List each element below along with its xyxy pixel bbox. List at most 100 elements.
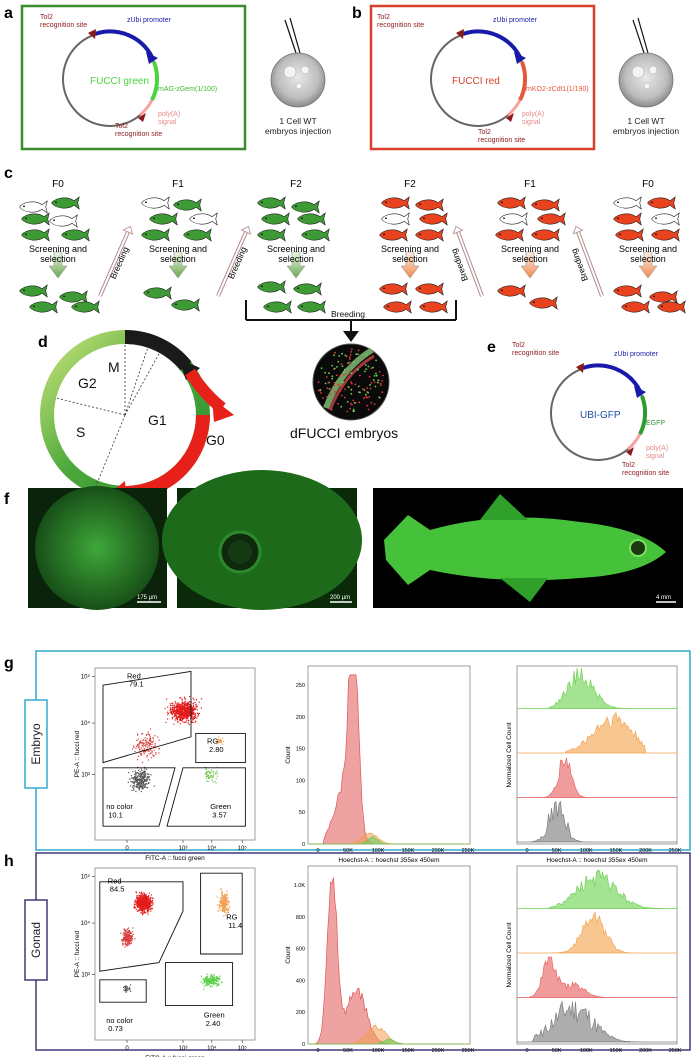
scatter-point (206, 985, 208, 987)
scatter-point (138, 901, 141, 904)
scatter-point (191, 720, 193, 722)
fish-icon (21, 212, 50, 226)
scatter-point (193, 707, 196, 710)
scatter-point (181, 709, 183, 711)
scatter-point (148, 901, 150, 903)
scatter-point (129, 778, 131, 780)
scatter-point (122, 943, 124, 945)
scatter-point (142, 904, 144, 906)
plasmid-fucci-green (62, 29, 160, 127)
scatter-point (225, 909, 227, 911)
gate-label: RG 11.4 (226, 913, 242, 930)
scatter-point (125, 940, 128, 942)
scatter-point (206, 973, 208, 975)
scatter-point (184, 709, 186, 711)
panel-a-frame (20, 4, 247, 151)
scatter-point (218, 907, 220, 909)
scatter-point (216, 985, 218, 987)
scatter-point (191, 721, 193, 723)
scatter-point (130, 935, 132, 937)
scatter-point (180, 697, 182, 699)
scatter-point (218, 979, 220, 981)
scatter-point (148, 892, 150, 894)
scatter-point (225, 908, 227, 910)
scatter-point (151, 751, 153, 753)
scatter-point (146, 911, 148, 913)
scatter-point (181, 718, 183, 720)
scatter-point (130, 942, 132, 944)
scatter-point (150, 904, 152, 906)
scatter-xtick: 0 (125, 1046, 129, 1052)
scatter-point (126, 936, 128, 939)
scatter-point (167, 712, 169, 714)
scatter-point (139, 752, 141, 754)
scatter-point (142, 912, 144, 914)
scatter-point (153, 755, 155, 757)
scatter-point (148, 745, 150, 747)
scatter-point (198, 701, 200, 703)
scatter-point (193, 705, 195, 707)
scatter-point (178, 703, 180, 705)
breeding-label: Breeding (226, 245, 249, 280)
scatter-point (127, 943, 129, 945)
scatter-point (135, 785, 137, 788)
scatter-point (134, 773, 136, 775)
fish-icon (531, 198, 560, 212)
scatter-point (143, 893, 146, 895)
scatter-point (138, 906, 140, 908)
scatter-point (145, 903, 147, 905)
generation-label: F0 (52, 179, 64, 190)
scatter-point (189, 703, 191, 706)
scatter-point (209, 980, 211, 982)
scatter-point (181, 705, 183, 707)
scatter-point (208, 982, 210, 984)
scatter-point (143, 748, 145, 750)
scatter-point (151, 743, 153, 745)
scatter-point (210, 774, 213, 777)
scatter-point (227, 900, 229, 902)
scatter-point (140, 742, 142, 744)
scatter-point (140, 912, 142, 914)
scatter-point (137, 905, 139, 907)
scatter-point (144, 902, 147, 904)
scatter-point (209, 978, 211, 980)
scatter-point (175, 706, 177, 708)
scatter-point (139, 776, 142, 778)
scatter-point (151, 905, 153, 907)
scatter-point (208, 980, 210, 982)
scatter-point (145, 896, 147, 898)
overlay-histogram (517, 1000, 677, 1043)
scatter-point (145, 907, 147, 909)
scatter-point (202, 983, 204, 985)
scatter-point (209, 775, 211, 777)
scatter-point (197, 714, 200, 716)
scatter-point (142, 908, 144, 910)
scatter-point (200, 698, 203, 700)
scatter-point (148, 900, 151, 902)
scatter-point (177, 711, 179, 713)
fish-icon (381, 196, 410, 210)
scatter-point (208, 777, 210, 779)
scatter-point (123, 986, 125, 988)
scatter-point (205, 769, 207, 771)
scatter-point (173, 723, 175, 725)
scatter-point (226, 894, 228, 896)
scatter-point (138, 783, 140, 785)
scatter-point (140, 900, 142, 902)
scatter-point (141, 776, 143, 778)
scatter-point (137, 755, 140, 757)
scatter-point (148, 902, 150, 904)
scatter-point (223, 899, 225, 901)
scatter-point (123, 937, 125, 939)
overlay-histogram (517, 911, 677, 954)
scatter-point (217, 977, 219, 979)
scatter-point (227, 901, 229, 903)
scatter-point (185, 721, 187, 723)
scatter-point (145, 734, 148, 736)
panel-letter-d: d (38, 334, 48, 351)
scatter-point (210, 974, 213, 977)
scatter-point (139, 784, 141, 786)
scatter-point (221, 982, 223, 984)
scatter-point (129, 984, 132, 986)
scatter-point (205, 984, 207, 986)
